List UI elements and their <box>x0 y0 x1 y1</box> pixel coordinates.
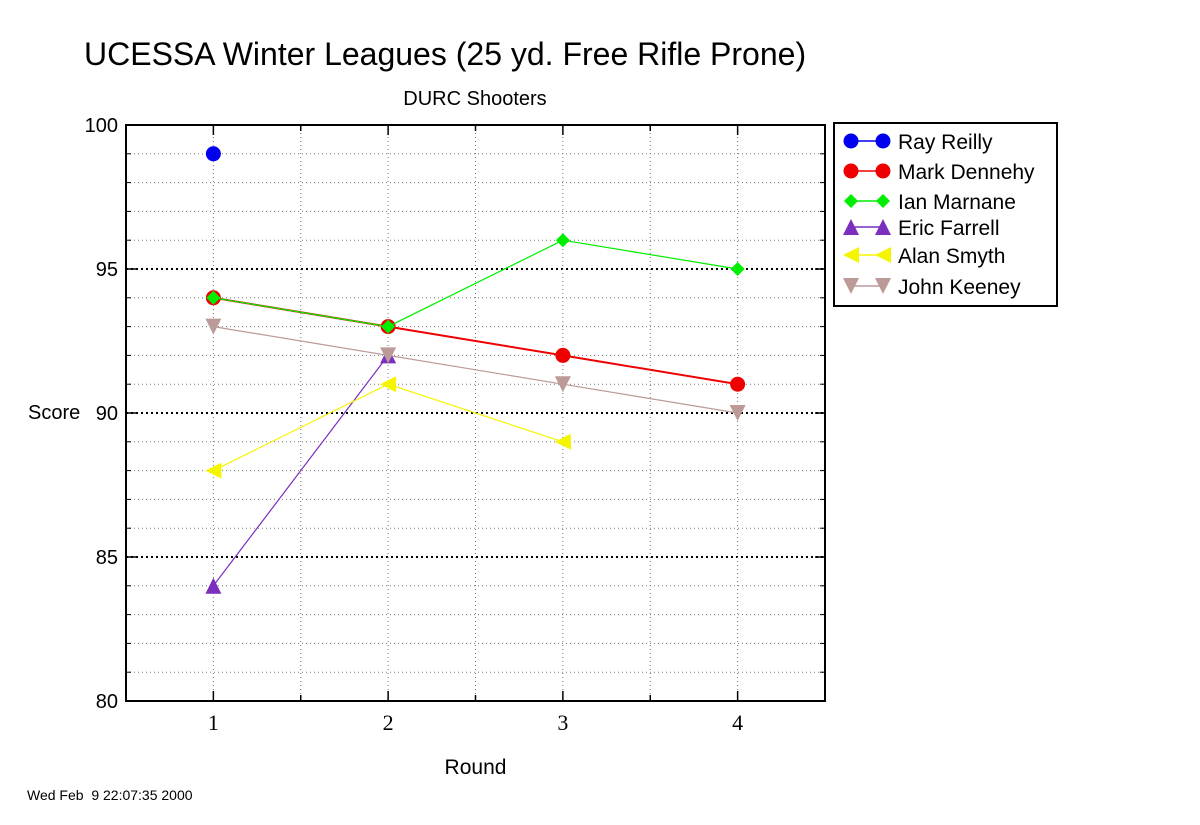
x-tick-label: 1 <box>208 710 219 735</box>
data-point <box>729 405 746 421</box>
data-point <box>555 347 571 363</box>
legend-box <box>833 122 1058 307</box>
legend-item: Eric Farrell <box>843 217 1000 240</box>
data-point <box>205 146 221 162</box>
y-tick-label: 95 <box>96 259 118 281</box>
series-3 <box>206 233 745 334</box>
legend-label: Ian Marnane <box>898 191 1016 214</box>
legend: Ray Reilly Mark Dennehy Ian Marnane Eric Fa… <box>833 122 1058 307</box>
series-line <box>212 355 389 587</box>
x-tick-label: 2 <box>383 710 394 735</box>
y-tick-label: 85 <box>96 547 118 569</box>
legend-marker <box>843 278 859 294</box>
data-point <box>380 347 397 364</box>
legend-item: Alan Smyth <box>843 245 1005 268</box>
data-point <box>205 318 222 335</box>
series-line <box>213 239 738 328</box>
legend-item: Ian Marnane <box>844 191 1016 214</box>
data-point <box>381 319 396 334</box>
legend-label: Mark Dennehy <box>898 161 1035 184</box>
series-6 <box>205 318 746 421</box>
legend-marker <box>843 163 859 179</box>
x-tick-label: 4 <box>732 710 743 735</box>
legend-marker <box>875 133 891 149</box>
data-point <box>730 376 746 392</box>
legend-marker <box>843 247 859 263</box>
legend-item: Mark Dennehy <box>843 161 1035 184</box>
series-1 <box>205 146 221 162</box>
legend-marker <box>843 219 859 235</box>
x-axis-label: Round <box>444 756 507 779</box>
data-point <box>554 433 571 450</box>
legend-marker <box>875 278 891 294</box>
legend-label: John Keeney <box>898 276 1021 299</box>
x-tick-label: 3 <box>557 710 568 735</box>
data-point <box>206 290 221 305</box>
data-point <box>205 462 222 479</box>
legend-marker <box>875 247 891 263</box>
legend-label: Eric Farrell <box>898 217 1000 240</box>
y-tick-label: 90 <box>96 403 118 425</box>
data-point <box>205 577 222 594</box>
data-point <box>380 376 397 393</box>
legend-marker <box>844 194 858 208</box>
y-axis-label: Score <box>28 402 81 424</box>
data-point <box>555 233 570 248</box>
legend-item: Ray Reilly <box>843 131 993 154</box>
series-line <box>213 326 738 414</box>
plot-frame <box>125 124 826 702</box>
chart-title: UCESSA Winter Leagues (25 yd. Free Rifle… <box>84 36 807 72</box>
legend-label: Ray Reilly <box>898 131 993 154</box>
data-point <box>554 376 571 393</box>
chart-subtitle: DURC Shooters <box>403 88 547 110</box>
legend-item: John Keeney <box>843 276 1021 299</box>
legend-marker <box>875 219 891 235</box>
legend-marker <box>876 194 890 208</box>
series-5 <box>205 376 571 479</box>
y-tick-label: 80 <box>96 691 118 713</box>
legend-label: Alan Smyth <box>898 245 1005 268</box>
y-tick-label: 100 <box>85 115 118 137</box>
timestamp: Wed Feb 9 22:07:35 2000 <box>27 787 193 803</box>
legend-marker <box>843 133 859 149</box>
legend-marker <box>875 163 891 179</box>
data-point <box>730 262 745 276</box>
